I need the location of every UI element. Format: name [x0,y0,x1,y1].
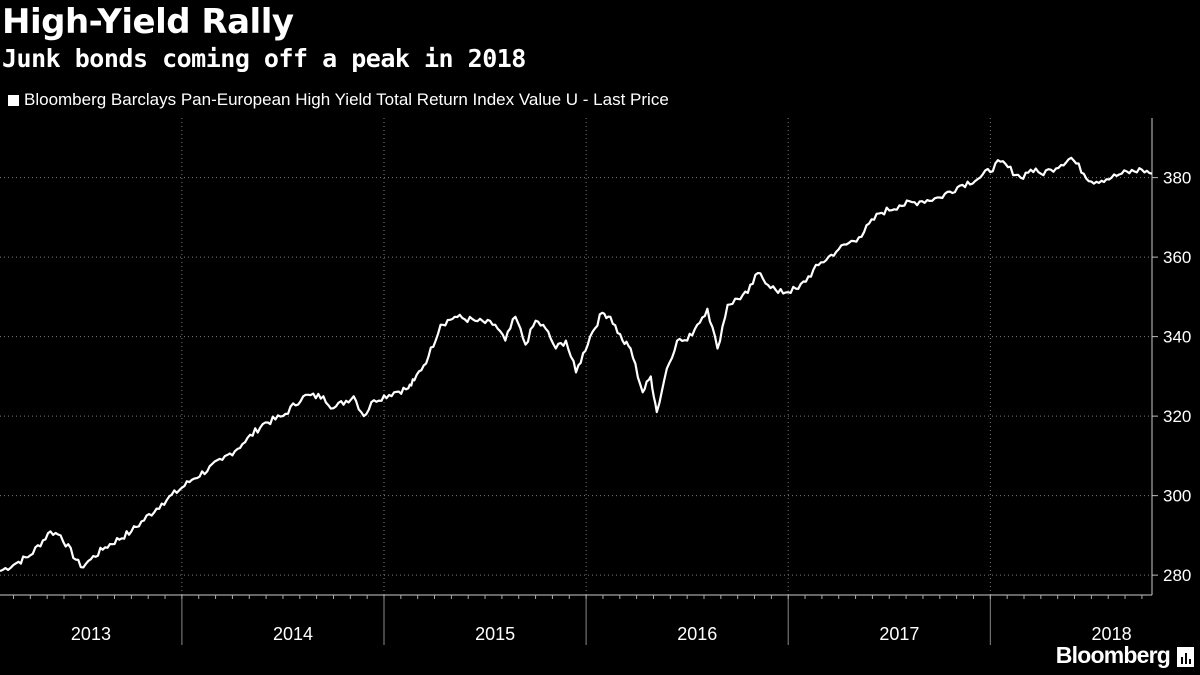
x-tick-label-2014: 2014 [273,624,313,644]
vertical-gridlines [181,118,991,645]
x-tick-label-2015: 2015 [475,624,515,644]
x-tick-label-2017: 2017 [879,624,919,644]
x-tick-label-2013: 2013 [71,624,111,644]
y-tick-labels: 280 300 320 340 360 380 [1163,169,1191,586]
y-tick-label-320: 320 [1163,407,1191,426]
chart-title: High-Yield Rally [2,2,294,42]
horizontal-gridlines [0,177,1158,576]
bloomberg-logo: Bloomberg [1055,642,1171,668]
y-tick-label-280: 280 [1163,566,1191,585]
chart-subtitle: Junk bonds coming off a peak in 2018 [2,44,526,73]
axes [0,118,1153,599]
x-tick-labels: 2013 2014 2015 2016 2017 2018 [71,624,1132,644]
legend-label: Bloomberg Barclays Pan-European High Yie… [24,90,669,109]
legend: Bloomberg Barclays Pan-European High Yie… [8,90,669,110]
y-tick-label-360: 360 [1163,248,1191,267]
y-tick-label-380: 380 [1163,169,1191,188]
y-tick-label-300: 300 [1163,487,1191,506]
x-tick-label-2018: 2018 [1092,624,1132,644]
series-line [0,156,1153,573]
bloomberg-chart-icon [1177,647,1194,667]
legend-swatch [8,94,19,106]
x-tick-label-2016: 2016 [677,624,717,644]
y-tick-label-340: 340 [1163,328,1191,347]
